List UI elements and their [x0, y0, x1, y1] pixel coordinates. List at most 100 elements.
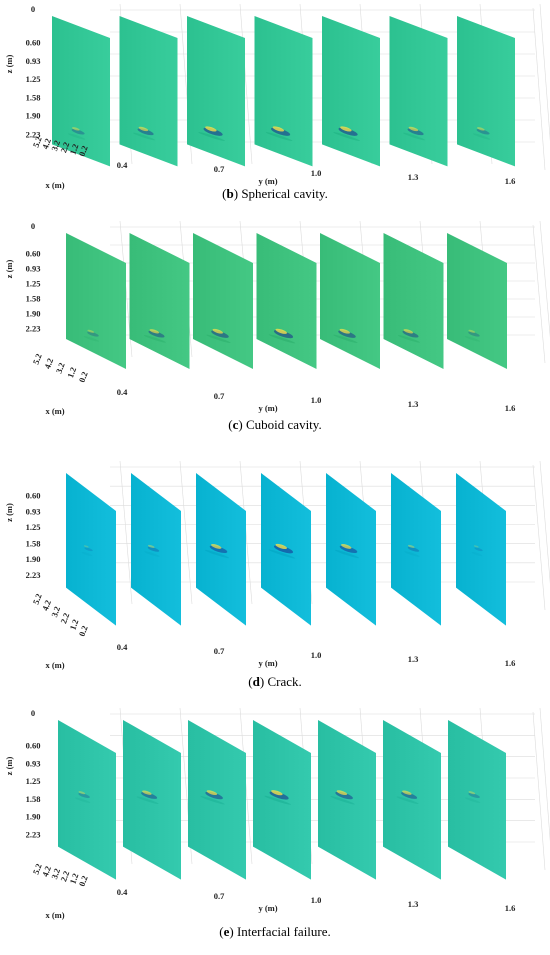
anomaly-highlight: [468, 791, 476, 795]
z-tick-label: 1.25: [26, 522, 41, 532]
panel-c: 00.600.931.251.581.902.23z (m)5.24.23.21…: [4, 220, 550, 416]
grid-line: [532, 464, 546, 611]
x-axis-label: x (m): [45, 660, 64, 670]
z-tick-label: 1.25: [26, 74, 41, 84]
slice: [456, 473, 506, 626]
anomaly: [67, 127, 86, 140]
grid-line: [539, 707, 550, 842]
anomaly-core: [474, 547, 483, 552]
figure-caption: (d) Crack.: [248, 674, 302, 689]
anomaly: [268, 328, 296, 344]
z-tick-label: 1.90: [26, 308, 41, 318]
anomaly-echo: [265, 132, 293, 141]
anomaly: [200, 790, 225, 805]
z-axis-label: z (m): [4, 503, 14, 522]
anomaly-highlight: [271, 790, 283, 796]
anomaly: [264, 790, 291, 805]
y-tick-label: 0.7: [214, 646, 225, 656]
anomaly: [206, 328, 231, 343]
y-tick-label: 0.4: [117, 160, 128, 170]
y-tick-label: 1.6: [505, 176, 516, 186]
slice: [119, 16, 178, 167]
z-tick-label: 0: [31, 708, 35, 718]
z-tick-label: 0.60: [26, 38, 41, 48]
anomaly-core: [87, 331, 99, 337]
panel-b: 0 0.60 0.93 1.25 1.58 1.90 2.23 z (m) 5.24.23.22…: [4, 3, 550, 190]
z-tick-label: 2.23: [26, 570, 41, 580]
z-tick-label: 0.60: [26, 249, 41, 259]
y-tick-label: 0.7: [214, 391, 225, 401]
slice: [253, 720, 311, 880]
z-axis-label: z (m): [4, 757, 14, 776]
slice: [123, 720, 181, 880]
anomaly-core: [78, 793, 90, 798]
z-tick-label: 1.58: [26, 93, 41, 103]
anomaly-echo: [81, 551, 93, 557]
z-tick-label: 0.93: [26, 759, 41, 769]
anomaly-echo: [67, 133, 86, 140]
y-tick-label: 0.4: [117, 642, 128, 652]
panel-d: 0.60 0.93 1.25 1.58 1.90 2.23 z (m) 5.24.23.22.…: [4, 460, 550, 670]
slice: [383, 233, 444, 369]
anomaly-echo: [204, 549, 230, 559]
x-tick-label: 4.2: [42, 357, 55, 370]
anomaly: [397, 329, 420, 343]
anomaly-highlight: [147, 544, 155, 548]
x-tick-label: 3.2: [49, 867, 62, 880]
z-tick-label: 1.90: [26, 811, 41, 821]
slice: [256, 233, 317, 369]
grid-line: [532, 7, 546, 171]
anomaly-core: [468, 793, 480, 798]
y-tick-label: 1.3: [408, 172, 419, 182]
z-tick-label: 1.90: [26, 111, 41, 121]
x-tick-label: 1.2: [65, 366, 78, 379]
anomaly-core: [71, 128, 85, 135]
z-tick-label: 0: [31, 4, 35, 14]
grid-line: [539, 3, 550, 142]
y-tick-label: 1.6: [505, 658, 516, 668]
anomaly-highlight: [468, 329, 476, 333]
x-tick-label: 0.2: [77, 370, 90, 383]
anomaly-highlight: [142, 790, 152, 795]
x-tick-label: 4.2: [40, 599, 53, 612]
caption-text: Cuboid cavity.: [246, 417, 322, 432]
anomaly: [74, 791, 91, 803]
caption-text: Spherical cavity.: [241, 186, 328, 201]
anomaly: [403, 126, 426, 141]
y-tick-label: 1.3: [408, 899, 419, 909]
slice: [318, 720, 376, 880]
x-tick-label: 0.2: [77, 624, 90, 637]
slice: [320, 233, 380, 369]
caption-text: Interfacial failure.: [236, 924, 331, 939]
grid-line: [239, 3, 253, 165]
figure-caption: (c) Cuboid cavity.: [228, 417, 322, 432]
anomaly-highlight: [340, 126, 352, 132]
y-tick-label: 1.0: [311, 650, 322, 660]
anomaly-echo: [143, 335, 166, 343]
x-tick-label: 5.2: [31, 862, 44, 875]
anomaly: [472, 127, 491, 140]
y-axis-label: y (m): [258, 176, 277, 186]
anomaly-highlight: [473, 545, 479, 548]
slice: [196, 473, 246, 626]
anomaly-echo: [200, 796, 225, 805]
anomaly-echo: [330, 796, 355, 805]
slice: [383, 720, 441, 880]
anomaly-highlight: [206, 790, 218, 796]
anomaly-highlight: [403, 329, 414, 334]
slice: [193, 233, 253, 369]
anomaly-echo: [464, 336, 481, 342]
slice: [131, 473, 181, 626]
anomaly-echo: [83, 336, 100, 342]
slice: [326, 473, 376, 626]
grid-line: [532, 711, 546, 871]
anomaly-echo: [404, 551, 420, 557]
x-tick-label: 3.2: [49, 139, 62, 152]
x-axis-label: x (m): [45, 180, 64, 190]
slice: [188, 720, 246, 880]
caption-text: Crack.: [267, 674, 302, 689]
anomaly: [396, 790, 419, 805]
z-axis-label: z (m): [4, 260, 14, 279]
anomaly: [83, 329, 100, 342]
slice: [457, 16, 515, 167]
